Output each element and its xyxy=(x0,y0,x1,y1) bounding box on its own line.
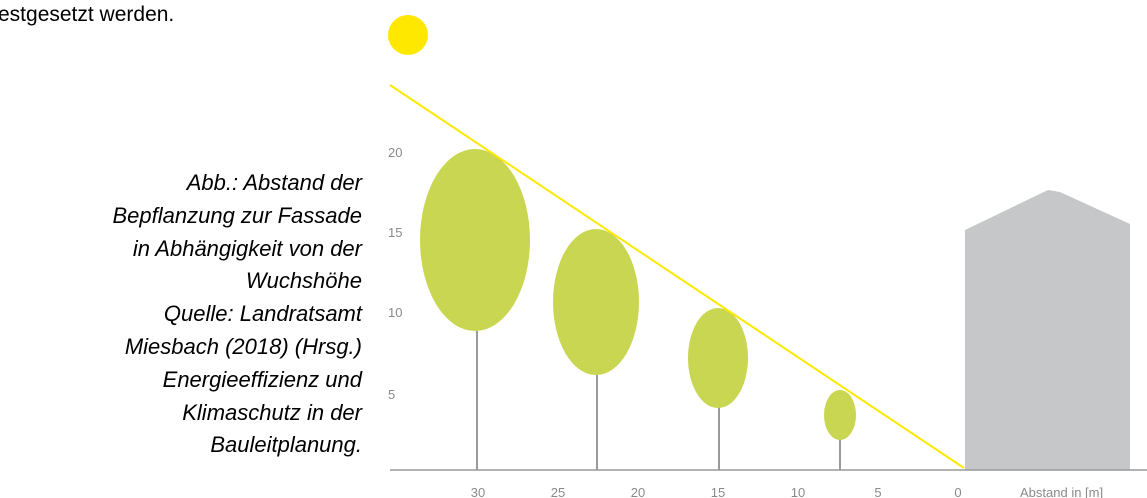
caption-line: Quelle: Landratsamt xyxy=(163,301,362,327)
tree-crown xyxy=(688,308,748,408)
x-tick-label: 15 xyxy=(711,485,725,498)
caption: Abb.: Abstand der Bepflanzung zur Fassad… xyxy=(2,167,363,462)
caption-line: in Abhängigkeit von der xyxy=(132,235,362,261)
x-tick-label: 0 xyxy=(954,485,961,498)
y-tick-label: 15 xyxy=(388,225,402,240)
tree-crown xyxy=(824,390,856,440)
x-tick-label: 10 xyxy=(791,485,805,498)
caption-line: Klimaschutz in der xyxy=(182,399,362,425)
intro-text: estgesetzt werden. xyxy=(0,3,175,26)
y-tick-label: 5 xyxy=(388,387,395,402)
y-tick-label: 20 xyxy=(388,145,402,160)
caption-line: Miesbach (2018) (Hrsg.) xyxy=(124,333,362,359)
tree-crowns xyxy=(420,149,856,440)
caption-line: Wuchshöhe xyxy=(245,268,362,294)
tree-crown xyxy=(553,229,639,375)
caption-line: Bauleitplanung. xyxy=(210,432,362,458)
caption-line: Abb.: Abstand der xyxy=(186,170,362,195)
y-tick-label: 10 xyxy=(388,305,402,320)
trunks xyxy=(476,320,841,470)
x-axis-label: Abstand in [m] xyxy=(1020,485,1103,498)
tree-crown xyxy=(420,149,530,331)
x-tick-label: 5 xyxy=(874,485,881,498)
x-tick-label: 20 xyxy=(631,485,645,498)
x-tick-label: 30 xyxy=(471,485,485,498)
building xyxy=(965,190,1130,470)
sun-angle-line xyxy=(389,84,965,469)
caption-line: Energieeffizienz und xyxy=(162,366,362,392)
x-tick-label: 25 xyxy=(551,485,565,498)
sun xyxy=(388,15,428,55)
caption-line: Bepflanzung zur Fassade xyxy=(112,202,363,228)
